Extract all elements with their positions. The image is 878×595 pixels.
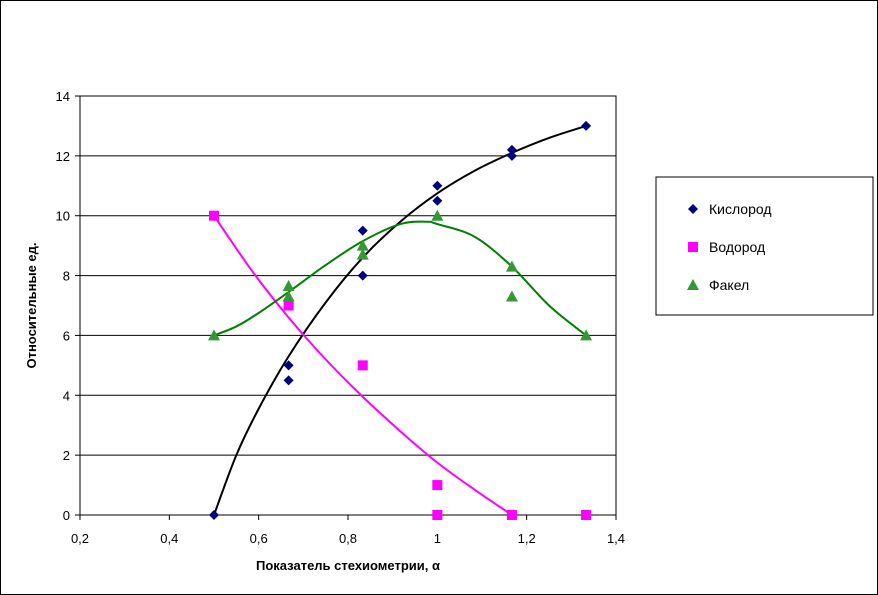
data-point-series-2	[505, 290, 518, 302]
data-point-series-1	[357, 360, 368, 371]
legend-marker-series-2	[687, 279, 699, 290]
y-tick-label: 12	[56, 149, 70, 164]
data-point-series-2	[580, 329, 593, 341]
y-tick-label: 0	[63, 508, 70, 523]
legend-marker-series-1	[688, 242, 698, 252]
x-tick-label: 1	[434, 531, 441, 546]
data-point-series-0	[581, 120, 592, 131]
y-tick-label: 14	[56, 89, 70, 104]
data-point-series-0	[283, 360, 294, 371]
y-tick-label: 10	[56, 209, 70, 224]
y-tick-label: 2	[63, 448, 70, 463]
x-axis-label: Показатель стехиометрии, α	[256, 558, 440, 573]
y-tick-label: 4	[63, 388, 70, 403]
x-tick-label: 1,2	[518, 531, 536, 546]
x-tick-label: 0,8	[339, 531, 357, 546]
gridlines	[80, 95, 616, 516]
y-axis-ticks: 0 2 4 6 8 10 12 14	[56, 89, 80, 523]
data-markers	[208, 120, 593, 520]
y-tick-label: 8	[63, 269, 70, 284]
plot-frame	[79, 95, 617, 516]
data-point-series-0	[432, 195, 443, 206]
data-point-series-1	[506, 510, 517, 520]
data-point-series-2	[505, 260, 518, 272]
data-point-series-0	[357, 270, 368, 281]
data-point-series-0	[209, 510, 219, 520]
trendline-series-1	[213, 215, 513, 516]
data-point-series-2	[431, 209, 444, 221]
legend-label-vodorod: Водород	[709, 239, 765, 255]
data-point-series-2	[356, 248, 369, 260]
legend-label-fakel: Факел	[709, 277, 749, 293]
legend-label-kislorod: Кислород	[709, 201, 772, 217]
trendlines	[213, 124, 587, 516]
trendline-series-2	[213, 220, 587, 337]
data-point-series-0	[283, 375, 294, 386]
data-point-series-0	[432, 180, 443, 191]
data-point-series-1	[432, 510, 443, 520]
data-point-series-0	[357, 225, 368, 236]
trendline-series-0	[213, 124, 587, 516]
x-axis-ticks: 0,2 0,4 0,6 0,8 1 1,2 1,4	[71, 515, 625, 546]
legend-marker-series-0	[688, 204, 698, 214]
y-axis-label: Относительные ед.	[24, 242, 39, 368]
data-point-series-1	[209, 210, 219, 221]
x-tick-label: 0,2	[71, 531, 89, 546]
data-point-series-2	[208, 329, 220, 341]
data-point-series-0	[506, 150, 517, 161]
data-point-series-1	[432, 480, 443, 491]
data-point-series-2	[356, 239, 369, 251]
legend: Кислород Водород Факел	[655, 176, 874, 316]
y-tick-label: 6	[63, 328, 70, 343]
x-tick-label: 0,6	[250, 531, 268, 546]
data-point-series-0	[506, 144, 517, 155]
legend-box	[655, 176, 874, 316]
x-tick-label: 0,4	[160, 531, 178, 546]
data-point-series-2	[282, 290, 295, 302]
data-point-series-1	[581, 510, 592, 520]
data-point-series-1	[283, 300, 294, 311]
data-point-series-2	[282, 280, 295, 292]
x-tick-label: 1,4	[607, 531, 625, 546]
